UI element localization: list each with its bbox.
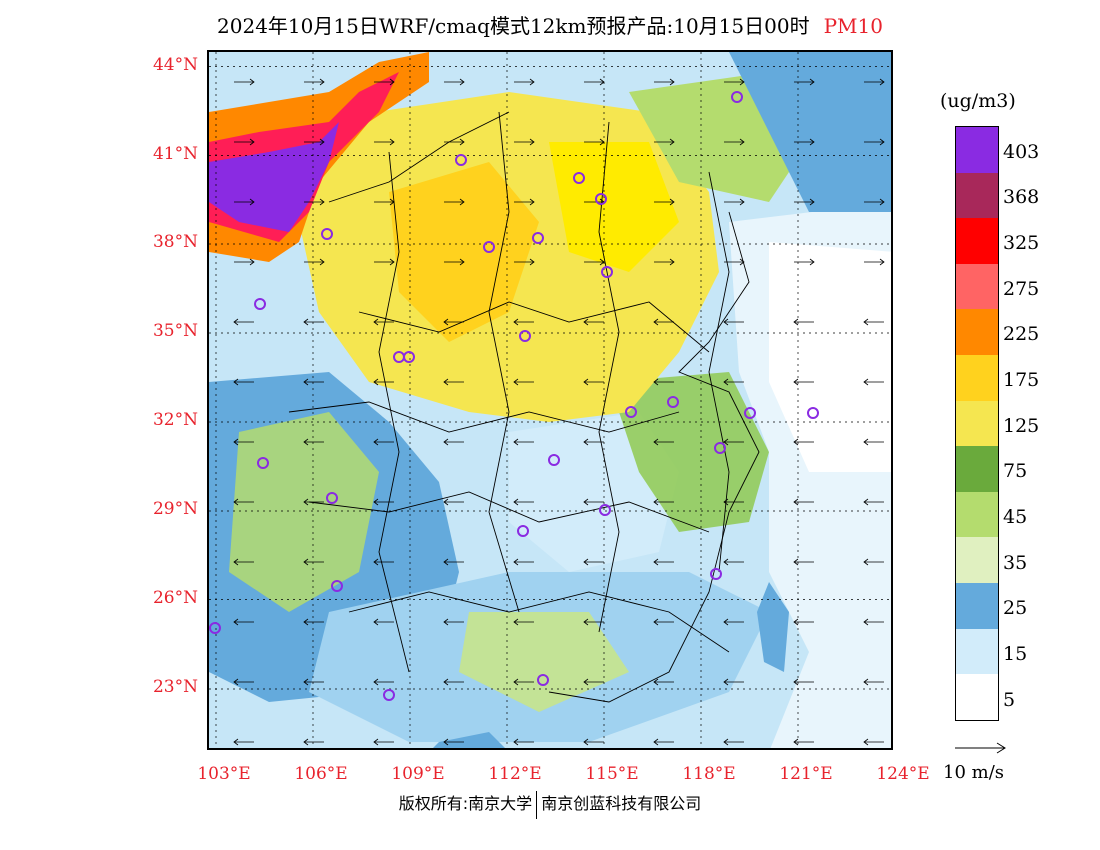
credit-left: 版权所有:南京大学 [398, 794, 533, 813]
lat-label-35n: 35°N [152, 321, 198, 341]
legend-units: (ug/m3) [940, 90, 1016, 112]
city-marker [403, 351, 415, 363]
color-legend-bar [955, 126, 999, 721]
mongolia-purple-plume [209, 122, 339, 232]
legend-swatch [956, 218, 998, 264]
city-marker [744, 407, 756, 419]
city-marker [731, 91, 743, 103]
taiwan-island [757, 582, 789, 672]
north-china-orange-core [389, 162, 539, 342]
city-marker [331, 580, 343, 592]
city-marker [667, 396, 679, 408]
city-marker [573, 172, 585, 184]
city-marker [517, 525, 529, 537]
legend-swatch [956, 400, 998, 447]
sichuan-basin-region [229, 412, 379, 612]
city-marker [807, 407, 819, 419]
lon-label-121e: 121°E [779, 764, 833, 784]
credit-right: 南京创蓝科技有限公司 [541, 794, 702, 813]
city-marker [519, 330, 531, 342]
legend-swatch [956, 263, 998, 310]
legend-label-35: 35 [1003, 552, 1028, 574]
legend-label-125: 125 [1003, 415, 1040, 437]
city-marker [383, 689, 395, 701]
copyright-credit: 版权所有:南京大学 南京创蓝科技有限公司 [0, 790, 1100, 819]
lat-label-29n: 29°N [152, 499, 198, 519]
legend-label-45: 45 [1003, 506, 1028, 528]
city-marker [257, 457, 269, 469]
legend-label-368: 368 [1003, 186, 1040, 208]
city-marker [483, 241, 495, 253]
map-title: 2024年10月15日WRF/cmaq模式12km预报产品:10月15日00时 P… [0, 10, 1100, 39]
city-marker [601, 266, 613, 278]
city-marker [209, 622, 221, 634]
pm10-forecast-map[interactable] [207, 50, 893, 750]
title-text: 2024年10月15日WRF/cmaq模式12km预报产品:10月15日00时 [217, 14, 810, 38]
wind-reference-label: 10 m/s [943, 762, 1004, 783]
legend-label-25: 25 [1003, 597, 1028, 619]
legend-label-175: 175 [1003, 369, 1040, 391]
lon-label-106e: 106°E [294, 764, 348, 784]
city-marker [537, 674, 549, 686]
northeast-blue-patch [729, 52, 891, 212]
jiangnan-green-region [609, 372, 769, 532]
legend-label-225: 225 [1003, 323, 1040, 345]
legend-swatch [956, 172, 998, 219]
city-marker [625, 406, 637, 418]
legend-swatch [956, 582, 998, 629]
lon-label-103e: 103°E [197, 764, 251, 784]
wind-vectors [233, 78, 885, 746]
legend-label-275: 275 [1003, 278, 1040, 300]
pollutant-label: PM10 [823, 14, 883, 38]
city-marker [714, 442, 726, 454]
lat-label-32n: 32°N [152, 410, 198, 430]
city-markers [209, 91, 819, 701]
legend-label-15: 15 [1003, 643, 1028, 665]
legend-swatch [956, 309, 998, 355]
legend-label-403: 403 [1003, 141, 1040, 163]
lon-label-118e: 118°E [682, 764, 736, 784]
city-marker [710, 568, 722, 580]
lat-label-26n: 26°N [152, 588, 198, 608]
legend-swatch [956, 674, 998, 720]
hainan-island [433, 732, 505, 748]
city-marker [595, 193, 607, 205]
lon-label-109e: 109°E [391, 764, 445, 784]
credit-separator [536, 790, 538, 819]
legend-label-5: 5 [1003, 689, 1016, 711]
lon-label-112e: 112°E [488, 764, 542, 784]
lat-label-23n: 23°N [152, 677, 198, 697]
lon-label-115e: 115°E [585, 764, 639, 784]
city-marker [548, 454, 560, 466]
legend-swatch [956, 628, 998, 675]
city-marker [326, 492, 338, 504]
legend-swatch [956, 537, 998, 583]
legend-swatch [956, 354, 998, 401]
legend-label-75: 75 [1003, 460, 1028, 482]
lon-label-124e: 124°E [876, 764, 930, 784]
city-marker [254, 298, 266, 310]
legend-swatch [956, 127, 998, 173]
legend-swatch [956, 491, 998, 538]
lat-label-44n: 44°N [152, 55, 198, 75]
province-boundaries [288, 111, 760, 703]
grid-lines [209, 52, 891, 748]
lat-label-41n: 41°N [152, 144, 198, 164]
lat-label-38n: 38°N [152, 232, 198, 252]
city-marker [599, 504, 611, 516]
east-sea-clear-patch [769, 242, 891, 472]
legend-swatch [956, 446, 998, 492]
wind-reference-arrow-icon [955, 742, 1006, 754]
city-marker [321, 228, 333, 240]
legend-label-325: 325 [1003, 232, 1040, 254]
city-marker [455, 154, 467, 166]
pearl-river-region [459, 612, 629, 712]
city-marker [532, 232, 544, 244]
